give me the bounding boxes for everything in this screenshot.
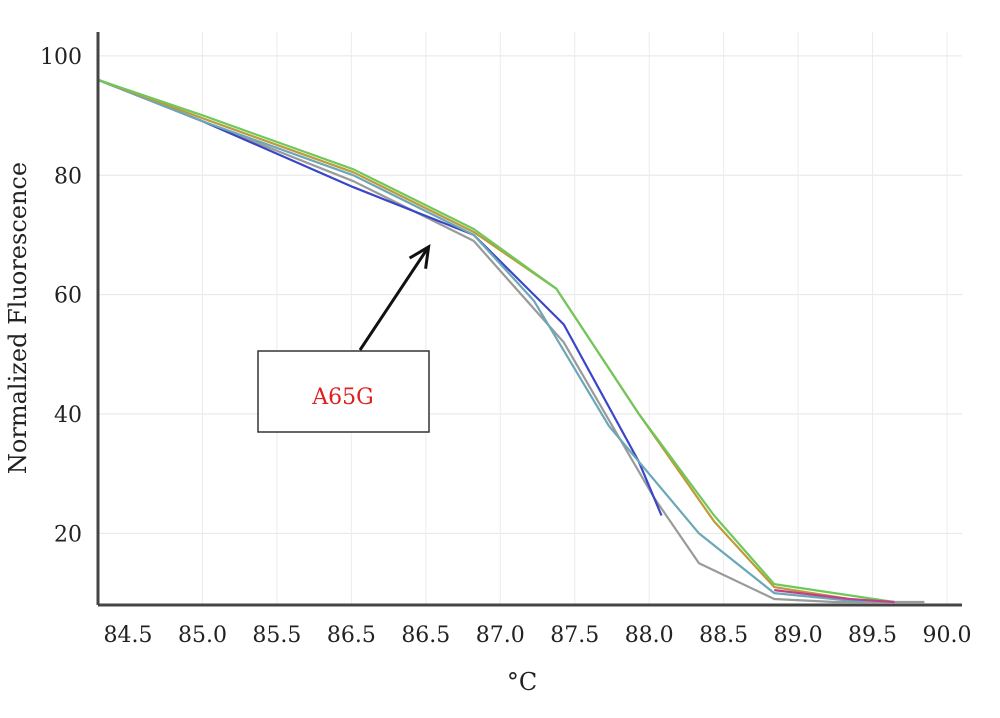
x-tick-label: 84.5: [104, 623, 153, 648]
grid: [98, 32, 962, 605]
series-line-5: [97, 78, 895, 604]
annotation-box: [257, 350, 430, 433]
x-tick-label: 89.0: [774, 623, 823, 648]
x-tick-label: 89.5: [848, 623, 897, 648]
x-tick-label: 85.5: [252, 623, 301, 648]
series-line-6: [774, 589, 895, 604]
annotation: A65G: [257, 244, 431, 433]
tick-labels: 20 40 60 80 100 84.5 85.0 85.5 86.5 86.5 87.0 87.5 8…: [40, 45, 971, 648]
series-line-2: [97, 78, 663, 516]
x-tick-label: 86.5: [401, 623, 450, 648]
annotation-label: A65G: [311, 385, 373, 410]
x-tick-label: 90.0: [923, 623, 972, 648]
x-tick-label: 87.5: [550, 623, 599, 648]
y-axis-title: Normalized Fluorescence: [4, 162, 32, 474]
x-tick-label: 87.0: [476, 623, 525, 648]
y-tick-label: 80: [54, 164, 82, 189]
series-line-3: [97, 78, 865, 604]
x-tick-label: 88.0: [625, 623, 674, 648]
series-line-1: [97, 78, 925, 604]
y-tick-label: 60: [54, 284, 82, 309]
x-tick-label: 86.5: [327, 623, 376, 648]
x-axis-title: °C: [507, 668, 537, 696]
y-tick-label: 40: [54, 403, 82, 428]
series-lines: [97, 78, 925, 604]
annotation-arrow: [358, 246, 430, 351]
series-line-4: [97, 78, 850, 601]
x-tick-label: 88.5: [699, 623, 748, 648]
x-tick-label: 85.0: [178, 623, 227, 648]
annotation-arrowhead: [408, 244, 431, 269]
y-tick-label: 100: [40, 45, 82, 70]
y-tick-label: 20: [54, 522, 82, 547]
axes: [96, 32, 962, 607]
